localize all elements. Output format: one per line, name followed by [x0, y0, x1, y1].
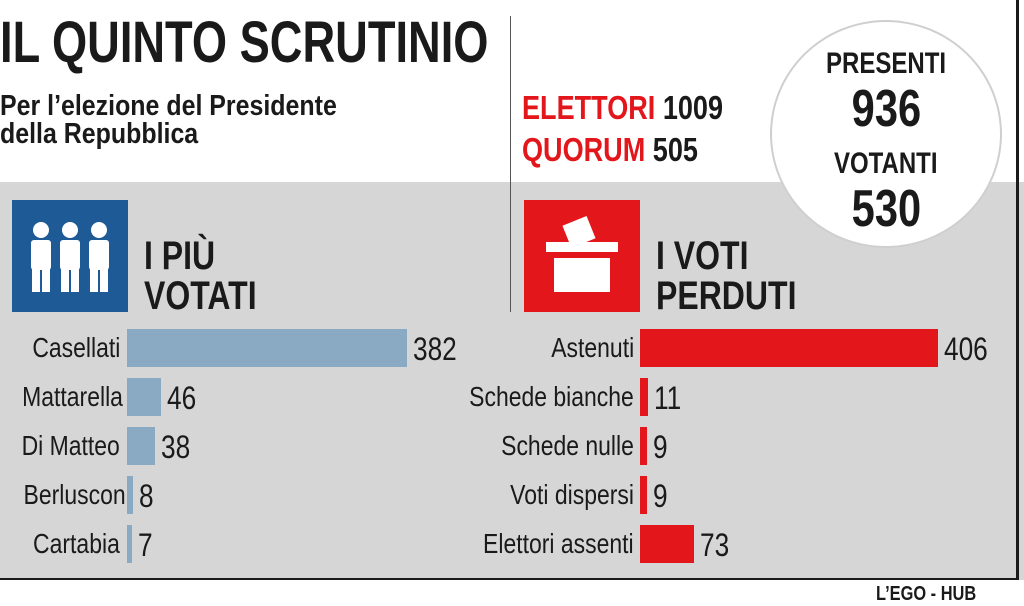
perduti-value-label: 9: [652, 429, 668, 465]
perduti-value-label: 9: [652, 478, 668, 514]
perduti-bar: [640, 525, 694, 563]
presenti-value: 936: [851, 80, 921, 138]
elettori-label: ELETTORI: [522, 89, 656, 126]
chart-background: [0, 182, 1024, 580]
page-title: IL QUINTO SCRUTINIO: [0, 10, 489, 75]
votanti-value: 530: [851, 180, 921, 238]
elettori-value: 1009: [662, 89, 724, 126]
votati-category-label: Di Matteo: [21, 430, 120, 461]
perduti-category-label: Astenuti: [551, 332, 634, 363]
ballot-box-icon: [524, 200, 640, 312]
quorum-stat: QUORUM 505: [522, 132, 737, 168]
people-icon: [12, 200, 128, 312]
bottom-rule: [0, 578, 1016, 580]
perduti-category-label: Schede bianche: [469, 381, 634, 412]
perduti-category-label: Elettori assenti: [483, 528, 634, 559]
perduti-bar: [640, 378, 649, 416]
perduti-value-label: 11: [654, 380, 682, 416]
left-section-title: I PIÙ VOTATI: [144, 234, 257, 318]
votati-bar: [127, 476, 133, 514]
source-credit: L’EGO - HUB: [876, 583, 977, 605]
votati-bar: [127, 329, 407, 367]
perduti-category-label: Voti dispersi: [510, 479, 634, 510]
right-rule: [1016, 0, 1019, 580]
votati-value-label: 8: [138, 478, 154, 514]
votati-value-label: 382: [413, 331, 457, 367]
quorum-label: QUORUM: [522, 131, 646, 168]
votati-category-label: Mattarella: [22, 381, 123, 412]
votati-value-label: 46: [166, 380, 196, 416]
perduti-bar: [640, 476, 647, 514]
page-subtitle: Per l’elezione del Presidente della Repu…: [0, 90, 392, 150]
perduti-value-label: 406: [944, 331, 988, 367]
elettori-stat: ELETTORI 1009: [522, 90, 767, 126]
votati-category-label: Cartabia: [33, 528, 120, 559]
votati-bar: [127, 427, 155, 465]
right-section-title: I VOTI PERDUTI: [656, 234, 797, 318]
perduti-bar: [640, 329, 938, 367]
votati-value-label: 38: [160, 429, 191, 465]
votati-category-label: Berlusconi: [23, 479, 131, 510]
votati-value-label: 7: [138, 527, 153, 563]
subtitle-line-1: Per l’elezione del Presidente: [0, 90, 337, 122]
votanti-label: VOTANTI: [834, 147, 938, 180]
perduti-bar: [640, 427, 647, 465]
votati-category-label: Casellati: [31, 332, 120, 363]
subtitle-line-2: della Repubblica: [0, 118, 199, 150]
quorum-value: 505: [652, 131, 698, 168]
votati-bar: [127, 525, 133, 563]
turnout-circle: PRESENTI 936 VOTANTI 530: [770, 20, 1002, 248]
perduti-category-label: Schede nulle: [501, 430, 634, 461]
votati-bar: [127, 378, 161, 416]
vertical-divider: [510, 16, 511, 312]
presenti-label: PRESENTI: [825, 47, 947, 80]
perduti-value-label: 73: [699, 527, 729, 563]
